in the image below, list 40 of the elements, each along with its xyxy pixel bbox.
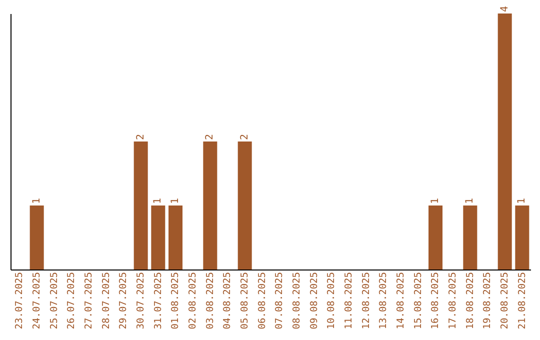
x-tick-label: 07.08.2025 xyxy=(274,272,286,330)
x-tick-label: 14.08.2025 xyxy=(396,272,406,330)
x-tick-label: 03.08.2025 xyxy=(204,272,216,330)
data-label: 2 xyxy=(239,134,250,140)
x-tick-label: 31.07.2025 xyxy=(152,272,164,330)
x-tick-label: 04.08.2025 xyxy=(222,272,234,330)
data-label: 1 xyxy=(430,198,441,204)
data-label: 1 xyxy=(31,198,42,204)
x-tick-label: 06.08.2025 xyxy=(256,272,268,330)
x-tick-label: 18.08.2025 xyxy=(464,272,476,330)
x-tick-label: 15.08.2025 xyxy=(412,272,424,330)
x-tick-label: 13.08.2025 xyxy=(378,272,390,330)
x-tick-label: 25.07.2025 xyxy=(48,272,60,330)
x-tick-label: 17.08.2025 xyxy=(448,272,458,330)
x-tick-label: 02.08.2025 xyxy=(188,272,198,330)
data-label: 2 xyxy=(204,134,216,140)
x-tick-label: 23.07.2025 xyxy=(14,272,26,330)
data-label: 1 xyxy=(464,198,476,204)
x-tick-label: 20.08.2025 xyxy=(500,272,510,330)
x-tick-label: 27.07.2025 xyxy=(84,272,94,330)
data-label: 2 xyxy=(135,134,146,140)
x-tick-label: 28.07.2025 xyxy=(100,272,112,330)
x-tick-label: 12.08.2025 xyxy=(360,272,372,330)
x-tick-label: 29.07.2025 xyxy=(118,272,130,330)
data-label: 1 xyxy=(170,198,181,204)
x-tick-label: 16.08.2025 xyxy=(430,272,442,330)
x-tick-label: 08.08.2025 xyxy=(292,272,302,330)
data-label: 1 xyxy=(152,198,164,204)
x-tick-label: 09.08.2025 xyxy=(308,272,320,330)
x-tick-label: 26.07.2025 xyxy=(66,272,78,330)
data-label: 4 xyxy=(499,6,510,12)
x-tick-label: 19.08.2025 xyxy=(482,272,494,330)
x-tick-label: 24.07.2025 xyxy=(32,272,42,330)
x-tick-label: 10.08.2025 xyxy=(326,272,338,330)
x-tick-label: 21.08.2025 xyxy=(516,272,528,330)
x-tick-label: 05.08.2025 xyxy=(240,272,250,330)
data-label: 1 xyxy=(516,198,528,204)
x-tick-label: 11.08.2025 xyxy=(344,272,354,330)
x-tick-label: 30.07.2025 xyxy=(136,272,146,330)
x-tick-label: 01.08.2025 xyxy=(170,272,182,330)
